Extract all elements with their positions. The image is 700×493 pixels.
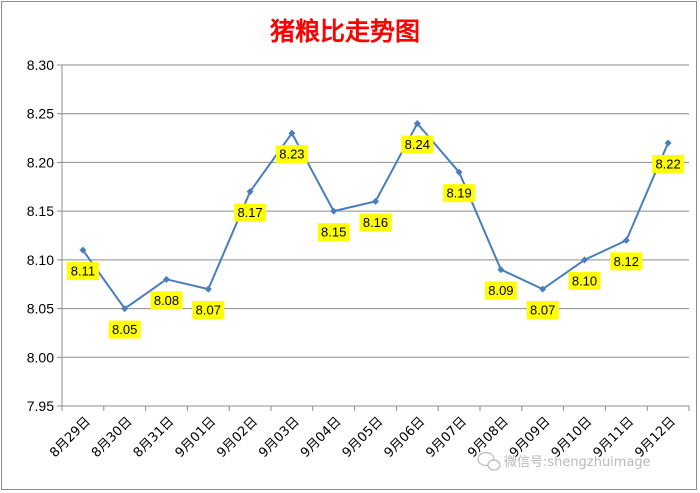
- data-point: [581, 256, 588, 264]
- x-tick-label: 8月31日: [131, 414, 178, 461]
- data-label-box: [192, 301, 225, 320]
- x-tick-label: 9月08日: [465, 414, 512, 461]
- x-tick-label: 9月10日: [549, 414, 596, 461]
- data-point: [539, 285, 547, 293]
- data-point: [372, 197, 379, 205]
- y-tick-label: 7.95: [27, 398, 54, 414]
- data-label-box: [401, 135, 434, 154]
- x-tick-label: 9月02日: [214, 414, 261, 461]
- data-point: [664, 139, 672, 147]
- data-label-box: [359, 213, 392, 232]
- data-label-box: [275, 145, 308, 164]
- y-tick-label: 8.30: [27, 57, 54, 73]
- data-point: [455, 168, 463, 176]
- x-tick-label: 9月11日: [591, 414, 638, 461]
- data-label-box: [568, 271, 601, 290]
- x-tick-label: 9月07日: [423, 414, 470, 461]
- y-tick-label: 8.00: [27, 349, 54, 365]
- data-label: 8.09: [488, 283, 513, 298]
- data-point: [79, 246, 87, 254]
- data-point: [413, 119, 421, 127]
- x-tick-label: 9月04日: [298, 414, 345, 461]
- data-label: 8.24: [405, 137, 430, 152]
- x-tick-label: 9月09日: [507, 414, 554, 461]
- x-tick-label: 9月05日: [340, 414, 387, 461]
- data-point: [622, 236, 630, 244]
- data-point: [121, 305, 129, 313]
- watermark-text: 微信号:shengzhuimage: [504, 455, 651, 470]
- data-point: [163, 275, 170, 283]
- plot-area: 7.958.008.058.108.158.208.258.308月29日8月3…: [27, 57, 690, 461]
- y-tick-label: 8.25: [27, 106, 54, 122]
- data-label: 8.19: [446, 186, 471, 201]
- data-label: 8.17: [237, 205, 262, 220]
- data-label: 8.23: [279, 147, 304, 162]
- data-label: 8.10: [572, 273, 597, 288]
- data-label-box: [443, 184, 476, 203]
- data-label-box: [317, 223, 350, 242]
- x-tick-label: 9月01日: [173, 414, 220, 461]
- data-label-box: [610, 252, 643, 271]
- data-label: 8.16: [363, 215, 388, 230]
- x-tick-label: 9月03日: [256, 414, 303, 461]
- data-label: 8.11: [71, 264, 95, 279]
- data-label: 8.15: [321, 225, 346, 240]
- data-label-box: [66, 262, 99, 281]
- x-tick-label: 8月29日: [47, 414, 94, 461]
- data-label-box: [108, 320, 141, 339]
- data-label: 8.22: [655, 156, 680, 171]
- x-tick-label: 9月06日: [382, 414, 429, 461]
- wechat-icon: [477, 451, 501, 471]
- data-label: 8.07: [196, 303, 221, 318]
- y-tick-label: 8.20: [27, 154, 54, 170]
- y-tick-label: 8.15: [27, 203, 54, 219]
- data-label-box: [526, 301, 559, 320]
- data-label: 8.12: [614, 254, 639, 269]
- x-tick-label: 9月12日: [632, 414, 679, 461]
- y-tick-label: 8.10: [27, 252, 54, 268]
- data-label: 8.07: [530, 303, 555, 318]
- data-point: [288, 129, 296, 137]
- data-point: [246, 188, 254, 196]
- data-label-box: [484, 281, 517, 300]
- data-label: 8.05: [112, 322, 137, 337]
- data-point: [330, 207, 338, 215]
- data-point: [497, 266, 505, 274]
- data-label-box: [234, 203, 267, 222]
- chart-title: 猪粮比走势图: [270, 17, 420, 46]
- watermark: 微信号:shengzhuimage: [477, 451, 651, 471]
- x-tick-label: 8月30日: [89, 414, 136, 461]
- data-label-box: [150, 291, 183, 310]
- data-label: 8.08: [154, 293, 179, 308]
- y-tick-label: 8.05: [27, 301, 54, 317]
- data-point: [204, 285, 212, 293]
- data-label-box: [652, 154, 685, 173]
